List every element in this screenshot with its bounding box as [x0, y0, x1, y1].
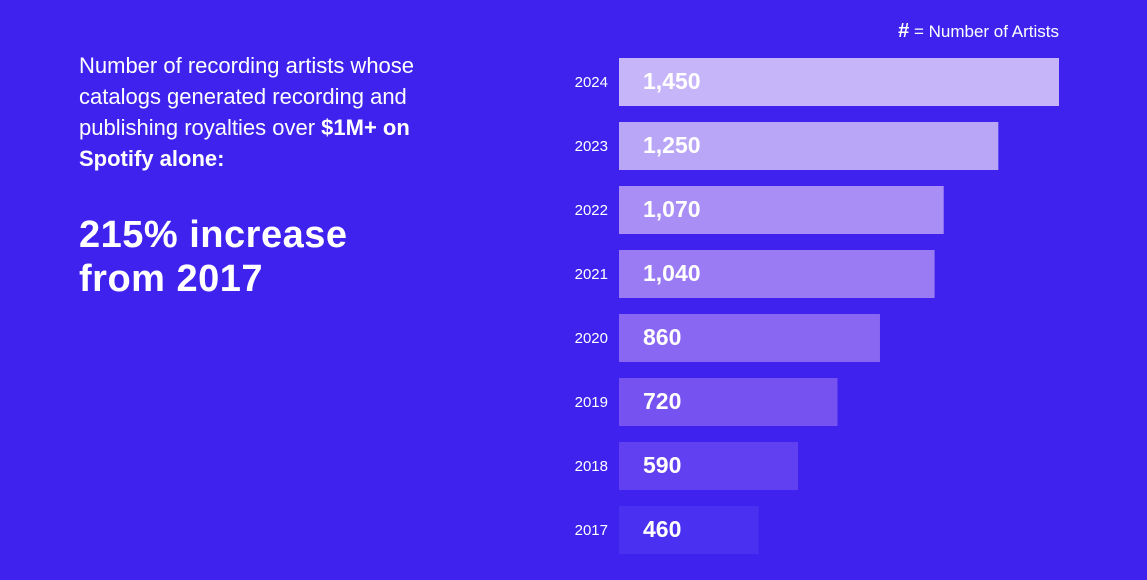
- value-label: 460: [643, 516, 681, 542]
- description: Number of recording artists whose catalo…: [79, 50, 479, 174]
- legend-text: = Number of Artists: [913, 22, 1059, 41]
- y-tick-label: 2017: [575, 522, 608, 539]
- value-label: 1,040: [643, 260, 701, 286]
- bar: [619, 506, 759, 554]
- y-tick-label: 2021: [575, 266, 608, 283]
- value-label: 1,450: [643, 68, 701, 94]
- y-tick-label: 2022: [575, 202, 608, 219]
- bar: [619, 250, 935, 298]
- value-label: 720: [643, 388, 681, 414]
- description-emphasis: $1M+ on Spotify alone:: [79, 115, 410, 171]
- bar: [619, 378, 838, 426]
- y-tick-label: 2020: [575, 330, 608, 347]
- bar: [619, 314, 880, 362]
- bar: [619, 442, 799, 490]
- bar: [619, 122, 999, 170]
- value-label: 860: [643, 324, 681, 350]
- y-tick-label: 2024: [575, 74, 608, 91]
- value-label: 1,070: [643, 196, 701, 222]
- legend: # = Number of Artists: [898, 20, 1059, 43]
- bar: [619, 186, 944, 234]
- y-tick-label: 2019: [575, 394, 608, 411]
- value-label: 1,250: [643, 132, 701, 158]
- y-tick-label: 2018: [575, 458, 608, 475]
- value-label: 590: [643, 452, 681, 478]
- y-tick-label: 2023: [575, 138, 608, 155]
- legend-symbol: #: [898, 20, 910, 42]
- bar: [619, 58, 1059, 106]
- headline: 215% increase from 2017: [79, 214, 348, 300]
- description-text: Number of recording artists whose catalo…: [79, 53, 415, 140]
